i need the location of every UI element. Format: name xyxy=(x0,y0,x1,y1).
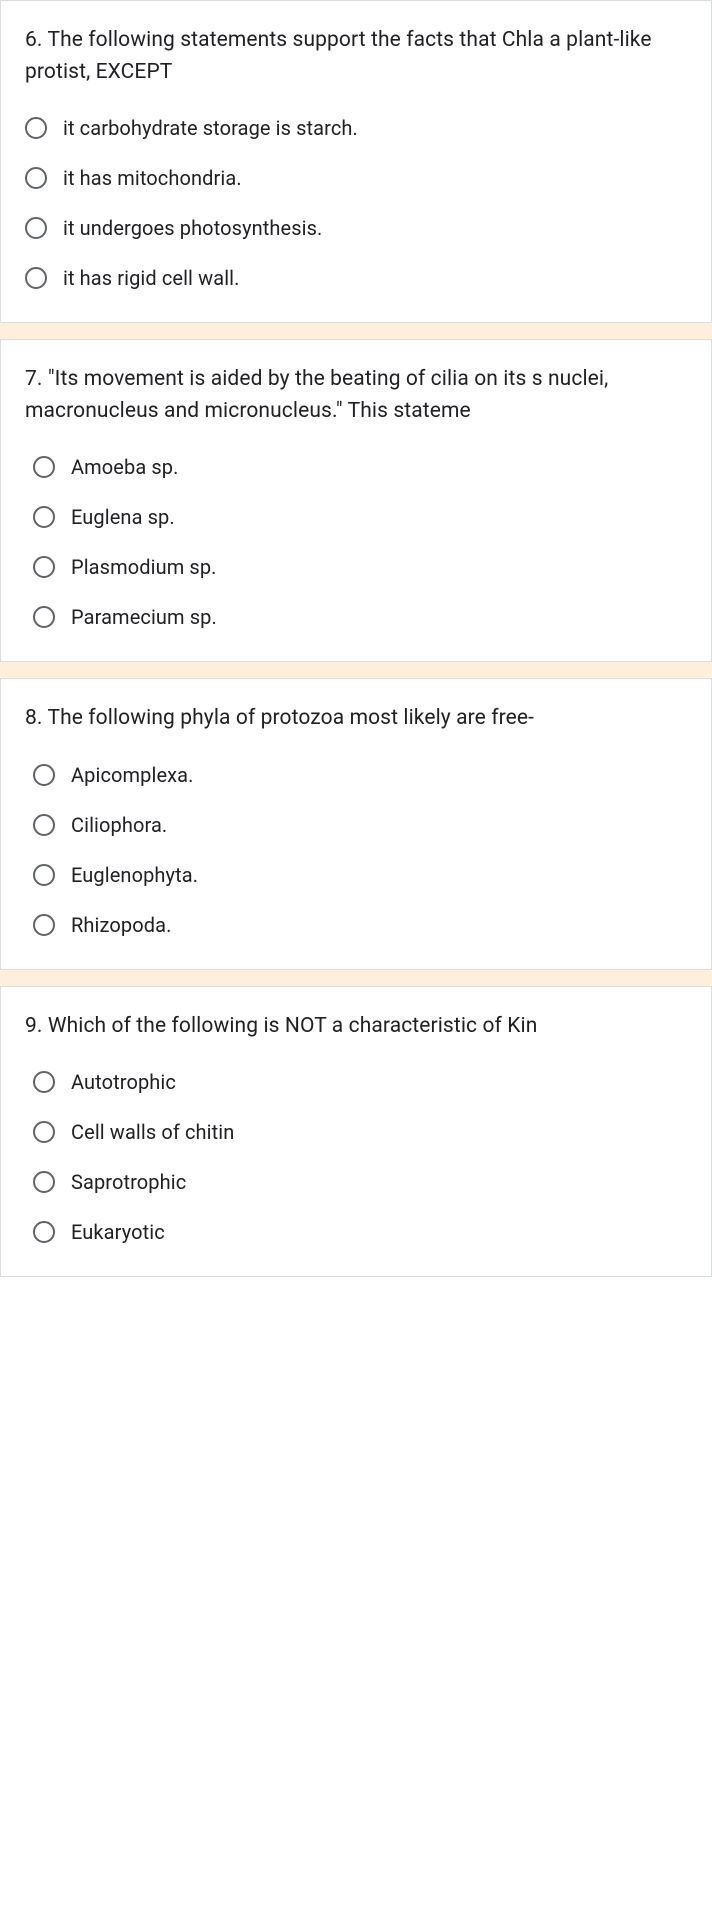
radio-icon[interactable] xyxy=(33,1071,55,1093)
radio-icon[interactable] xyxy=(33,1221,55,1243)
option-label: it has rigid cell wall. xyxy=(63,266,240,290)
radio-icon[interactable] xyxy=(33,914,55,936)
question-prompt: 9. Which of the following is NOT a chara… xyxy=(25,1011,687,1043)
option-list: Apicomplexa. Ciliophora. Euglenophyta. R… xyxy=(25,763,687,937)
radio-icon[interactable] xyxy=(33,606,55,628)
option-row[interactable]: it has mitochondria. xyxy=(25,166,687,190)
radio-icon[interactable] xyxy=(33,1121,55,1143)
radio-icon[interactable] xyxy=(33,556,55,578)
option-row[interactable]: Saprotrophic xyxy=(25,1170,687,1194)
option-label: Cell walls of chitin xyxy=(71,1120,234,1144)
question-prompt: 8. The following phyla of protozoa most … xyxy=(25,703,687,735)
radio-icon[interactable] xyxy=(33,506,55,528)
option-label: Eukaryotic xyxy=(71,1220,165,1244)
radio-icon[interactable] xyxy=(25,117,47,139)
section-divider xyxy=(0,970,712,986)
option-list: Autotrophic Cell walls of chitin Saprotr… xyxy=(25,1070,687,1244)
option-row[interactable]: it has rigid cell wall. xyxy=(25,266,687,290)
option-row[interactable]: Euglena sp. xyxy=(25,505,687,529)
option-label: Paramecium sp. xyxy=(71,605,217,629)
question-card: 8. The following phyla of protozoa most … xyxy=(0,678,712,970)
radio-icon[interactable] xyxy=(25,217,47,239)
option-label: Euglenophyta. xyxy=(71,863,198,887)
radio-icon[interactable] xyxy=(25,167,47,189)
radio-icon[interactable] xyxy=(33,864,55,886)
option-row[interactable]: Apicomplexa. xyxy=(25,763,687,787)
option-label: Euglena sp. xyxy=(71,505,175,529)
option-label: Autotrophic xyxy=(71,1070,176,1094)
question-card: 9. Which of the following is NOT a chara… xyxy=(0,986,712,1278)
question-card: 7. "Its movement is aided by the beating… xyxy=(0,339,712,662)
option-row[interactable]: Eukaryotic xyxy=(25,1220,687,1244)
option-label: Apicomplexa. xyxy=(71,763,194,787)
section-divider xyxy=(0,662,712,678)
option-row[interactable]: Autotrophic xyxy=(25,1070,687,1094)
question-prompt: 7. "Its movement is aided by the beating… xyxy=(25,364,687,427)
option-label: it has mitochondria. xyxy=(63,166,242,190)
option-label: it carbohydrate storage is starch. xyxy=(63,116,358,140)
option-row[interactable]: Rhizopoda. xyxy=(25,913,687,937)
option-row[interactable]: Plasmodium sp. xyxy=(25,555,687,579)
question-card: 6. The following statements support the … xyxy=(0,0,712,323)
option-label: Ciliophora. xyxy=(71,813,167,837)
option-label: Rhizopoda. xyxy=(71,913,171,937)
option-row[interactable]: Amoeba sp. xyxy=(25,455,687,479)
radio-icon[interactable] xyxy=(33,764,55,786)
radio-icon[interactable] xyxy=(33,814,55,836)
option-label: Plasmodium sp. xyxy=(71,555,217,579)
option-label: Saprotrophic xyxy=(71,1170,186,1194)
option-row[interactable]: Paramecium sp. xyxy=(25,605,687,629)
radio-icon[interactable] xyxy=(33,1171,55,1193)
option-label: it undergoes photosynthesis. xyxy=(63,216,322,240)
option-list: it carbohydrate storage is starch. it ha… xyxy=(25,116,687,290)
option-row[interactable]: Euglenophyta. xyxy=(25,863,687,887)
option-label: Amoeba sp. xyxy=(71,455,179,479)
option-row[interactable]: it undergoes photosynthesis. xyxy=(25,216,687,240)
radio-icon[interactable] xyxy=(33,456,55,478)
option-row[interactable]: Cell walls of chitin xyxy=(25,1120,687,1144)
section-divider xyxy=(0,323,712,339)
option-list: Amoeba sp. Euglena sp. Plasmodium sp. Pa… xyxy=(25,455,687,629)
question-prompt: 6. The following statements support the … xyxy=(25,25,687,88)
radio-icon[interactable] xyxy=(25,267,47,289)
option-row[interactable]: it carbohydrate storage is starch. xyxy=(25,116,687,140)
option-row[interactable]: Ciliophora. xyxy=(25,813,687,837)
